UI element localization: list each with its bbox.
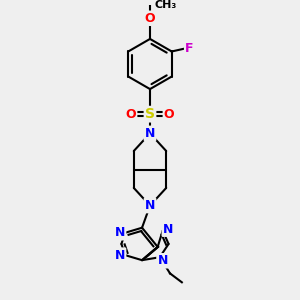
- Text: O: O: [164, 108, 175, 121]
- Text: N: N: [163, 223, 173, 236]
- Text: CH₃: CH₃: [154, 0, 177, 10]
- Text: F: F: [185, 42, 194, 55]
- Text: N: N: [145, 199, 155, 212]
- Text: N: N: [145, 127, 155, 140]
- Text: N: N: [158, 254, 168, 267]
- Text: N: N: [115, 249, 125, 262]
- Text: S: S: [145, 107, 155, 121]
- Text: N: N: [115, 226, 125, 239]
- Text: O: O: [125, 108, 136, 121]
- Text: O: O: [145, 12, 155, 25]
